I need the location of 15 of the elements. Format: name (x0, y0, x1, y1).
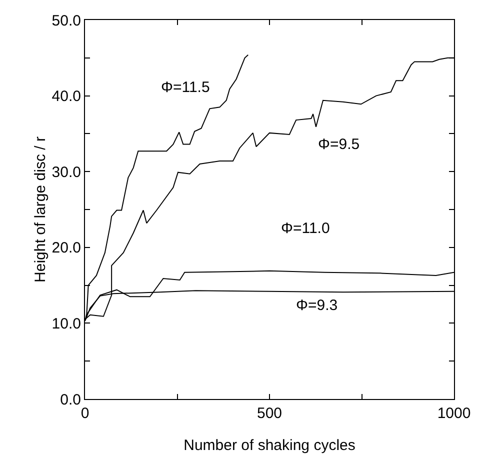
x-tick-label: 500 (256, 405, 282, 422)
x-axis-title: Number of shaking cycles (184, 437, 356, 454)
series-label: Φ=9.3 (296, 297, 338, 314)
y-tick-label: 40.0 (52, 88, 81, 106)
x-tick-label: 0 (80, 405, 90, 422)
y-tick-label: 0.0 (60, 391, 81, 408)
series-label: Φ=11.5 (161, 79, 210, 96)
y-tick-label: 50.0 (52, 12, 81, 30)
text: Φ=11.0 (281, 220, 330, 237)
y-tick-label: 10.0 (52, 315, 81, 332)
x-tick-label: 1000 (437, 405, 471, 422)
y-axis-title: Height of large disc / r (32, 136, 49, 282)
y-tick-label: 20.0 (52, 240, 81, 257)
y-tick-label: 30.0 (52, 164, 81, 181)
series-label: Φ=9.5 (318, 136, 360, 153)
